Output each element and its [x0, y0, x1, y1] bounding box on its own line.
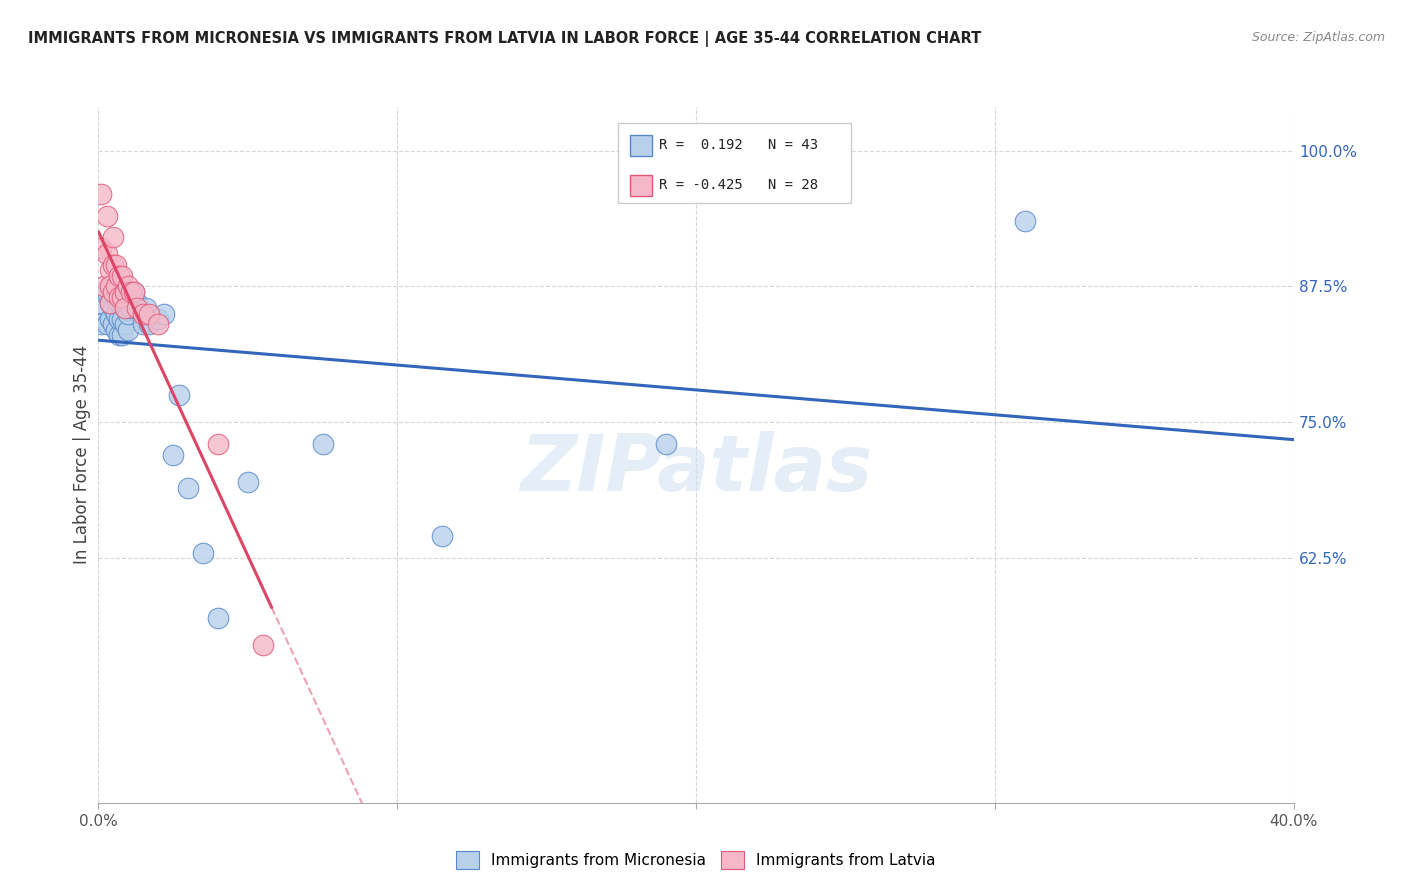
- Point: [132, 307, 155, 321]
- Text: ZIPatlas: ZIPatlas: [520, 431, 872, 507]
- Point: [117, 279, 139, 293]
- Point: [103, 230, 125, 244]
- Point: [114, 285, 136, 299]
- Point: [111, 328, 134, 343]
- Point: [108, 328, 131, 343]
- Point: [148, 318, 170, 332]
- Point: [108, 295, 131, 310]
- Point: [311, 437, 333, 451]
- Point: [162, 448, 184, 462]
- Point: [114, 301, 136, 315]
- Point: [138, 318, 160, 332]
- Point: [108, 290, 131, 304]
- Point: [167, 388, 190, 402]
- Text: R =  0.192   N = 43: R = 0.192 N = 43: [659, 138, 818, 153]
- Point: [100, 312, 122, 326]
- Text: Source: ZipAtlas.com: Source: ZipAtlas.com: [1251, 31, 1385, 45]
- Point: [96, 209, 118, 223]
- Point: [120, 285, 142, 299]
- Point: [90, 318, 112, 332]
- Point: [114, 318, 136, 332]
- Point: [177, 481, 200, 495]
- Legend: Immigrants from Micronesia, Immigrants from Latvia: Immigrants from Micronesia, Immigrants f…: [450, 846, 942, 875]
- Point: [103, 285, 125, 299]
- Point: [127, 295, 149, 310]
- Point: [114, 301, 136, 315]
- Point: [117, 323, 139, 337]
- Point: [90, 187, 112, 202]
- Point: [120, 301, 142, 315]
- Point: [127, 301, 149, 315]
- Point: [108, 312, 131, 326]
- Point: [103, 258, 125, 272]
- Point: [100, 279, 122, 293]
- Point: [100, 295, 122, 310]
- Point: [105, 279, 128, 293]
- Point: [105, 258, 128, 272]
- Point: [252, 638, 274, 652]
- Point: [1014, 214, 1036, 228]
- Point: [191, 546, 214, 560]
- Point: [111, 290, 134, 304]
- Point: [105, 323, 128, 337]
- Point: [430, 529, 453, 543]
- Point: [655, 437, 678, 451]
- Point: [135, 301, 157, 315]
- Point: [236, 475, 259, 489]
- Point: [108, 268, 131, 283]
- Text: IMMIGRANTS FROM MICRONESIA VS IMMIGRANTS FROM LATVIA IN LABOR FORCE | AGE 35-44 : IMMIGRANTS FROM MICRONESIA VS IMMIGRANTS…: [28, 31, 981, 47]
- Point: [111, 295, 134, 310]
- Text: R = -0.425   N = 28: R = -0.425 N = 28: [659, 178, 818, 193]
- Point: [90, 295, 112, 310]
- Point: [124, 285, 146, 299]
- Point: [96, 285, 118, 299]
- Point: [103, 318, 125, 332]
- Point: [100, 263, 122, 277]
- Y-axis label: In Labor Force | Age 35-44: In Labor Force | Age 35-44: [73, 345, 91, 565]
- Point: [105, 290, 128, 304]
- Point: [100, 295, 122, 310]
- Point: [207, 437, 229, 451]
- Point: [90, 241, 112, 255]
- Point: [138, 307, 160, 321]
- Point: [111, 312, 134, 326]
- Point: [103, 301, 125, 315]
- Point: [132, 318, 155, 332]
- Point: [96, 318, 118, 332]
- Point: [100, 279, 122, 293]
- Point: [153, 307, 176, 321]
- Point: [93, 279, 115, 293]
- Point: [105, 307, 128, 321]
- Point: [207, 611, 229, 625]
- Point: [124, 285, 146, 299]
- Point: [148, 312, 170, 326]
- Point: [103, 279, 125, 293]
- Point: [111, 268, 134, 283]
- Point: [96, 247, 118, 261]
- Point: [117, 290, 139, 304]
- Point: [93, 285, 115, 299]
- Point: [117, 307, 139, 321]
